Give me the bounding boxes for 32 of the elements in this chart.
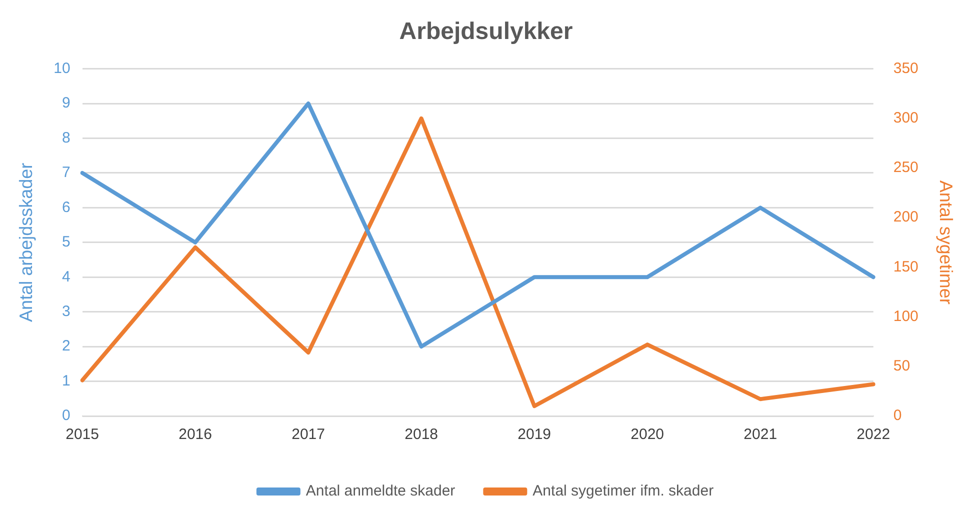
y-tick-label: 10 (54, 60, 70, 77)
x-tick-label: 2015 (66, 426, 99, 444)
y-tick-label: 2 (62, 338, 70, 355)
y-axis-title: Antal arbejdsskader (16, 162, 36, 322)
y2-tick-label: 50 (893, 358, 910, 375)
legend-label: Antal anmeldte skader (306, 482, 456, 500)
y-tick-label: 6 (62, 198, 70, 216)
y-tick-label: 1 (62, 372, 70, 390)
y-tick-label: 4 (62, 268, 70, 286)
y2-tick-label: 250 (893, 159, 918, 176)
x-tick-label: 2021 (744, 426, 778, 444)
y-tick-label: 7 (62, 164, 70, 182)
x-tick-label: 2019 (518, 426, 552, 444)
x-tick-label: 2018 (404, 426, 438, 444)
x-tick-label: 2022 (856, 426, 890, 444)
y-tick-label: 3 (62, 302, 70, 320)
y2-tick-label: 200 (893, 208, 918, 226)
x-tick-label: 2016 (178, 426, 212, 444)
y2-axis-title: Antal sygetimer (936, 180, 956, 304)
y-tick-label: 5 (62, 234, 70, 251)
x-tick-label: 2020 (630, 426, 664, 444)
chart-title: Arbejdsulykker (399, 18, 573, 46)
x-tick-label: 2017 (292, 426, 325, 444)
legend-label: Antal sygetimer ifm. skader (532, 482, 714, 500)
y-tick-label: 9 (62, 94, 70, 112)
y2-tick-label: 0 (893, 407, 902, 424)
y2-tick-label: 300 (893, 110, 918, 127)
y2-tick-label: 150 (893, 258, 918, 276)
y2-tick-label: 350 (893, 60, 918, 77)
y2-tick-label: 100 (893, 308, 918, 325)
y-tick-label: 8 (62, 129, 70, 146)
y-tick-label: 0 (62, 407, 70, 424)
